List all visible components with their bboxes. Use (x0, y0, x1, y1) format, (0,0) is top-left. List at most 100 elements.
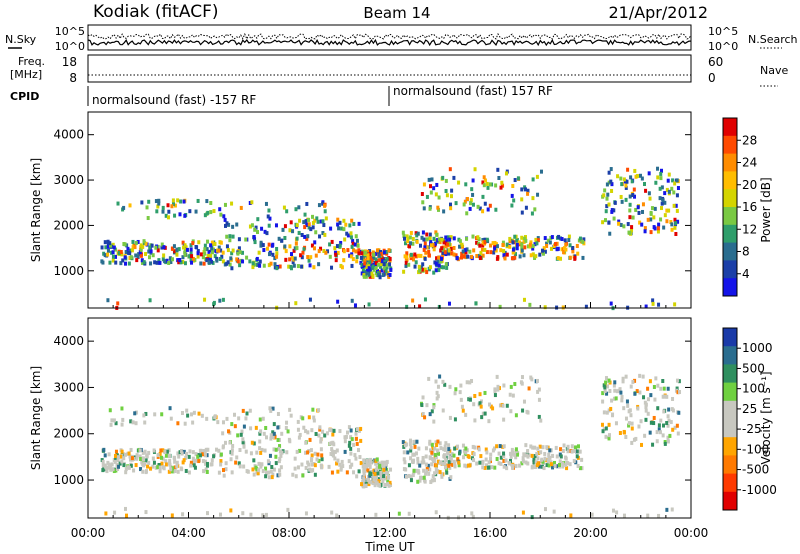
echo-cell (646, 411, 650, 416)
echo-cell (156, 248, 160, 253)
echo-cell (269, 261, 273, 266)
echo-cell (441, 175, 445, 180)
echo-cell (230, 448, 234, 453)
echo-cell (302, 247, 306, 252)
echo-cell (169, 467, 173, 472)
echo-cell (386, 479, 390, 484)
echo-cell (306, 234, 310, 239)
echo-cell (483, 239, 487, 244)
echo-cell (389, 267, 393, 272)
echo-cell (290, 255, 294, 260)
echo-cell (379, 482, 383, 487)
echo-cell (412, 439, 416, 444)
nsearch-label: N.Search (748, 33, 798, 46)
echo-cell (272, 447, 276, 452)
echo-cell (306, 430, 310, 435)
echo-cell (217, 245, 221, 250)
echo-cell (164, 213, 168, 218)
echo-cell (227, 429, 231, 434)
echo-cell (625, 399, 629, 404)
echo-cell (210, 240, 214, 245)
echo-cell (420, 403, 424, 408)
echo-cell (358, 455, 362, 460)
echo-cell (442, 209, 446, 214)
echo-cell (502, 444, 506, 449)
echo-cell (111, 467, 115, 472)
echo-cell (197, 459, 201, 464)
echo-cell (377, 253, 381, 258)
echo-cell (526, 191, 530, 196)
echo-cell (428, 265, 432, 270)
echo-cell (407, 473, 411, 478)
echo-cell (435, 443, 439, 448)
echo-cell (369, 457, 373, 462)
echo-cell (343, 237, 347, 242)
echo-cell (100, 245, 104, 250)
echo-cell (188, 209, 192, 214)
echo-cell (175, 247, 179, 252)
echo-cell (637, 424, 641, 429)
echo-cell (464, 182, 468, 187)
echo-cell (547, 456, 551, 461)
echo-cell (253, 237, 257, 242)
echo-cell (268, 453, 272, 458)
echo-cell (483, 390, 487, 395)
echo-cell (387, 248, 391, 253)
echo-cell (374, 512, 378, 517)
echo-cell (343, 435, 347, 440)
echo-cell (238, 250, 242, 255)
echo-cell (622, 429, 626, 434)
echo-cell (440, 472, 444, 477)
echo-cell (265, 246, 269, 251)
echo-cell (367, 264, 371, 269)
echo-cell (405, 251, 409, 256)
echo-cell (242, 464, 246, 469)
echo-cell (374, 480, 378, 485)
echo-cell (640, 176, 644, 181)
colorbar-swatch (723, 346, 737, 365)
colorbar-tick-label: 500 (742, 361, 765, 375)
echo-cell (602, 410, 606, 415)
echo-cell (481, 243, 485, 248)
echo-cell (142, 413, 146, 418)
echo-cell (435, 256, 439, 261)
echo-cell (281, 227, 285, 232)
echo-cell (180, 451, 184, 456)
echo-cell (139, 456, 143, 461)
echo-cell (130, 456, 134, 461)
echo-cell (604, 380, 608, 385)
echo-cell (536, 446, 540, 451)
echo-cell (581, 239, 585, 244)
echo-cell (319, 437, 323, 442)
echo-cell (567, 238, 571, 243)
echo-cell (210, 246, 214, 251)
echo-cell (448, 237, 452, 242)
echo-cell (430, 450, 434, 455)
echo-cell (267, 263, 271, 268)
echo-cell (430, 462, 434, 467)
echo-cell (139, 467, 143, 472)
echo-cell (467, 454, 471, 459)
echo-cell (275, 266, 279, 271)
echo-cell (362, 484, 366, 489)
echo-cell (129, 463, 133, 468)
echo-cell (675, 386, 679, 391)
echo-cell (336, 250, 340, 255)
echo-cell (255, 450, 259, 455)
echo-cell (340, 459, 344, 464)
echo-cell (196, 198, 200, 203)
echo-cell (312, 265, 316, 270)
echo-cell (239, 205, 243, 210)
echo-cell (137, 252, 141, 257)
y-tick-label: 3000 (53, 173, 84, 187)
echo-cell (356, 243, 360, 248)
echo-cell (430, 177, 434, 182)
echo-cell (512, 198, 516, 203)
echo-cell (382, 465, 386, 470)
echo-cell (352, 442, 356, 447)
echo-cell (523, 245, 527, 250)
echo-cell (444, 178, 448, 183)
echo-cell (317, 249, 321, 254)
echo-cell (319, 246, 323, 251)
echo-cell (230, 251, 234, 256)
